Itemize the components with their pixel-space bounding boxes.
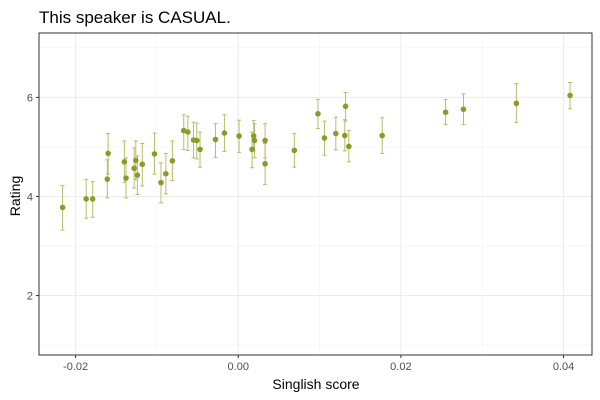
data-point [131,165,137,172]
data-point [104,176,111,182]
data-point [134,172,141,178]
data-point [221,130,228,136]
x-axis: -0.02 0.00 0.02 0.04 [63,355,574,373]
data-point [163,170,169,177]
y-tick-label: 4 [27,191,33,203]
chart-title: This speaker is CASUAL. [39,8,231,27]
data-point [342,103,349,110]
data-point [212,136,219,143]
data-point [333,130,339,137]
data-point [250,133,257,139]
data-point [139,161,146,168]
data-point [197,146,203,153]
data-point [262,160,268,167]
data-point [291,147,298,154]
x-tick-label: 0.04 [553,361,574,373]
data-point [83,196,89,202]
data-point [249,146,255,153]
plot-panel [38,32,593,356]
data-point [151,151,158,157]
data-point [59,204,66,211]
data-point [169,158,176,164]
data-point [251,137,258,144]
data-point [513,100,520,107]
x-tick-label: 0.00 [228,361,249,373]
data-point [89,196,96,202]
x-tick-label: -0.02 [63,361,88,373]
data-point [185,129,191,135]
x-axis-label: Singlish score [272,376,359,392]
data-point [341,132,348,139]
data-point [346,143,352,150]
panel-background [39,33,592,355]
data-point [236,133,242,139]
y-axis-label: Rating [7,176,23,216]
panel-border [38,32,593,356]
data-point [105,150,111,157]
data-point [262,137,268,144]
data-point [321,135,328,141]
data-point [132,157,139,164]
data-point [460,106,467,113]
y-axis: 2 4 6 [27,92,39,303]
data-point [193,137,200,144]
x-tick-label: 0.02 [390,361,411,373]
y-tick-label: 6 [27,92,33,104]
data-point [315,110,321,117]
gridlines [39,33,592,355]
data-point [121,159,128,165]
data-point [123,175,129,181]
data-point [379,132,385,139]
y-tick-label: 2 [27,291,33,303]
data-point [442,109,449,116]
data-points [59,92,573,211]
data-point [158,179,164,186]
data-point [567,92,573,99]
